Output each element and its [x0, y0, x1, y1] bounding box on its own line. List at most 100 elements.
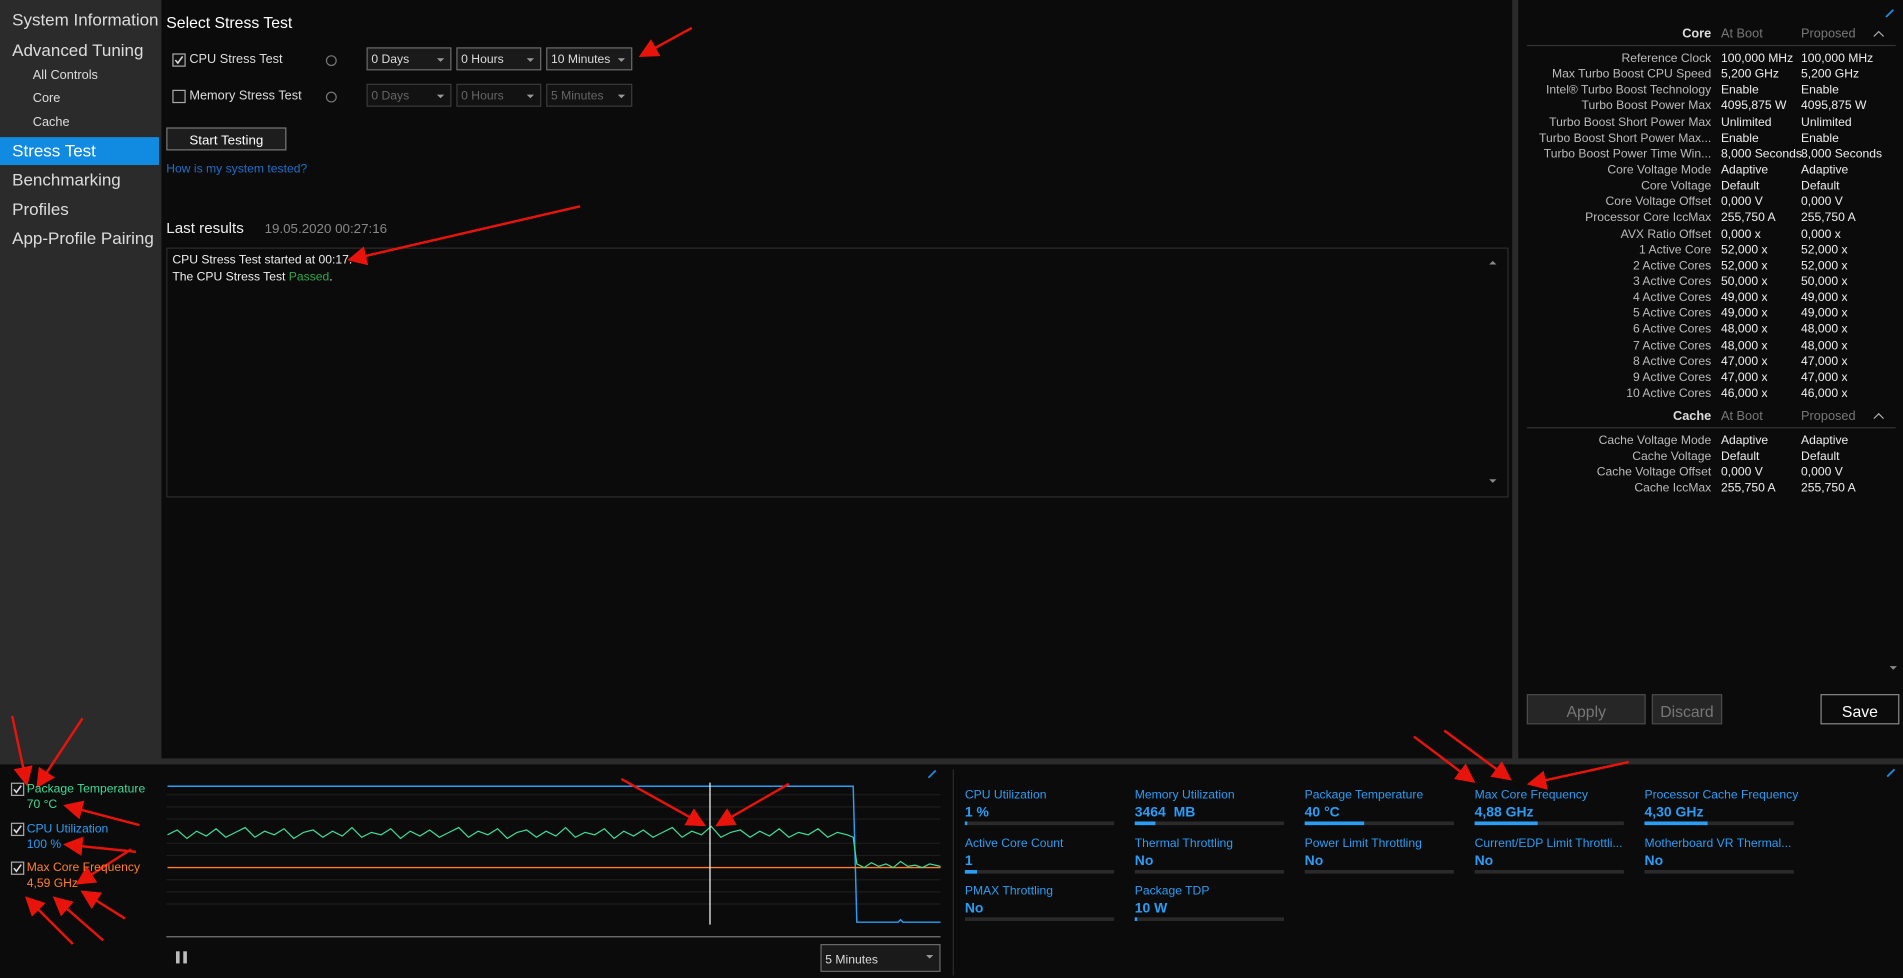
setting-value: 100,000 MHz: [1801, 52, 1874, 66]
setting-value: 0,000 V: [1801, 195, 1843, 210]
dropdown[interactable]: 10 Minutes: [546, 47, 633, 71]
checkbox[interactable]: [10, 782, 25, 796]
tile-value: No: [1474, 853, 1494, 869]
table-header: Proposed: [1801, 408, 1856, 424]
log-text: The CPU Stress Test: [172, 270, 286, 284]
action-button[interactable]: Discard: [1651, 694, 1723, 725]
setting-value: 47,000 x: [1720, 355, 1768, 369]
setting-label: Turbo Boost Short Power Max: [1549, 115, 1712, 130]
setting-value: Enable: [1801, 84, 1839, 98]
dropdown[interactable]: 0 Hours: [456, 47, 542, 71]
tile-label: Package TDP: [1134, 884, 1210, 898]
dropdown[interactable]: 5 Minutes: [820, 944, 941, 972]
setting-label: 10 Active Cores: [1626, 386, 1712, 401]
setting-label: 8 Active Cores: [1632, 355, 1712, 369]
legend-label: Max Core Frequency: [26, 861, 141, 875]
nav-item[interactable]: Cache: [32, 115, 70, 130]
tile-label: Thermal Throttling: [1134, 836, 1234, 850]
setting-value: 47,000 x: [1720, 371, 1768, 385]
nav-item[interactable]: All Controls: [32, 67, 98, 83]
tile-value: 3464 MB: [1134, 805, 1196, 821]
tile-bar: [1134, 917, 1285, 921]
setting-label: 4 Active Cores: [1632, 291, 1712, 305]
setting-value: Enable: [1720, 131, 1759, 146]
setting-label: Turbo Boost Power Time Win...: [1543, 147, 1712, 162]
setting-value: 48,000 x: [1801, 323, 1848, 337]
tile-value: No: [1134, 853, 1154, 869]
setting-value: 255,750 A: [1720, 482, 1776, 496]
nav-item[interactable]: System Information: [12, 9, 159, 30]
tile-bar-fill: [1134, 821, 1156, 826]
tile-label: Processor Cache Frequency: [1644, 788, 1799, 803]
dropdown[interactable]: 5 Minutes: [546, 83, 633, 107]
checkbox[interactable]: [172, 89, 186, 104]
setting-value: 52,000 x: [1720, 243, 1768, 257]
nav-item[interactable]: Advanced Tuning: [12, 40, 144, 60]
setting-value: 47,000 x: [1801, 355, 1848, 369]
log-line: CPU Stress Test started at 00:17.: [172, 253, 353, 267]
start-button[interactable]: Start Testing: [166, 127, 287, 151]
setting-value: 52,000 x: [1801, 259, 1848, 273]
setting-label: Processor Core IccMax: [1585, 211, 1712, 225]
setting-value: 49,000 x: [1720, 307, 1768, 321]
help-link[interactable]: How is my system tested?: [166, 162, 308, 176]
setting-label: 5 Active Cores: [1632, 307, 1712, 321]
setting-value: Default: [1801, 450, 1840, 464]
setting-label: Cache IccMax: [1634, 482, 1712, 496]
setting-value: 0,000 V: [1801, 466, 1843, 480]
legend-value: 4,59 GHz: [26, 877, 78, 891]
sidebar-highlight: [0, 137, 159, 166]
dropdown[interactable]: 0 Days: [366, 47, 452, 71]
tile-bar: [1474, 821, 1624, 826]
scroll-arrows: [1489, 260, 1897, 670]
setting-value: 8,000 Seconds: [1720, 147, 1802, 162]
tile-value: 4,30 GHz: [1644, 805, 1704, 821]
tile-label: PMAX Throttling: [964, 884, 1053, 898]
nav-item[interactable]: App-Profile Pairing: [12, 228, 154, 248]
setting-label: 1 Active Core: [1639, 243, 1712, 257]
wrench-icons: [927, 9, 1896, 779]
setting-label: 9 Active Cores: [1632, 371, 1712, 385]
setting-value: 4095,875 W: [1720, 99, 1787, 114]
setting-label: Cache Voltage Mode: [1598, 434, 1712, 448]
checkbox[interactable]: [172, 53, 186, 67]
action-button[interactable]: Save: [1820, 694, 1900, 725]
setting-label: Turbo Boost Short Power Max...: [1539, 131, 1712, 146]
tile-label: Motherboard VR Thermal...: [1644, 836, 1792, 850]
divider: [952, 769, 954, 976]
setting-label: Turbo Boost Power Max: [1581, 99, 1712, 114]
setting-value: 52,000 x: [1720, 259, 1768, 273]
setting-value: 5,200 GHz: [1801, 68, 1860, 82]
log-line: The CPU Stress Test Passed.: [172, 270, 332, 284]
dropdown[interactable]: 0 Days: [366, 83, 452, 107]
tile-label: Power Limit Throttling: [1304, 836, 1422, 850]
nav-item[interactable]: Core: [32, 91, 61, 106]
timestamp: 19.05.2020 00:27:16: [264, 222, 388, 237]
section-title: Select Stress Test: [166, 13, 293, 32]
action-button[interactable]: Apply: [1526, 694, 1646, 725]
setting-value: 46,000 x: [1801, 386, 1848, 401]
tile-value: No: [964, 901, 984, 917]
setting-value: 48,000 x: [1801, 339, 1848, 353]
legend-value: 70 °C: [26, 798, 58, 812]
checkbox[interactable]: [10, 861, 25, 875]
setting-label: Cache Voltage Offset: [1596, 466, 1712, 480]
checkbox[interactable]: [10, 822, 25, 836]
setting-value: 100,000 MHz: [1720, 52, 1794, 66]
nav-item[interactable]: Benchmarking: [12, 169, 121, 190]
tile-label: Current/EDP Limit Throttli...: [1474, 836, 1623, 850]
tile-bar: [964, 821, 1115, 826]
settings-panel: [1518, 0, 1903, 759]
setting-value: 0,000 V: [1720, 466, 1763, 480]
tile-bar-fill: [1474, 821, 1538, 826]
monitor-chart: [166, 782, 941, 964]
setting-value: 49,000 x: [1801, 307, 1848, 321]
dropdown[interactable]: 0 Hours: [456, 83, 542, 107]
setting-label: Core Voltage Offset: [1605, 195, 1712, 210]
nav-item[interactable]: Stress Test: [12, 140, 96, 161]
tile-label: Max Core Frequency: [1474, 788, 1588, 803]
legend-label: Package Temperature: [26, 782, 146, 796]
nav-item[interactable]: Profiles: [12, 198, 69, 219]
